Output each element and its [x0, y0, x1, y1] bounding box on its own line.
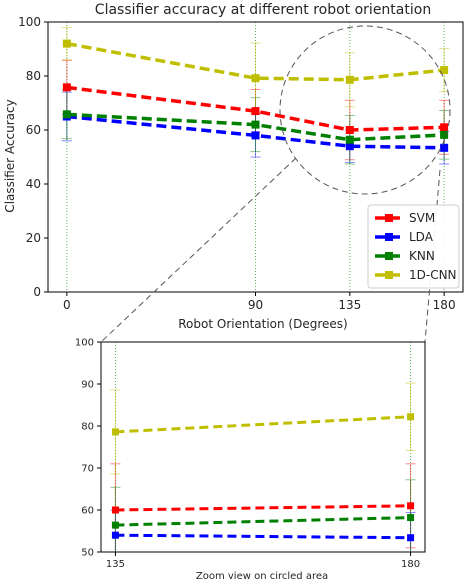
legend-label-lda: LDA: [409, 230, 434, 244]
data-point-lda: [251, 131, 260, 140]
zoom-data-point-knn: [111, 521, 119, 529]
main-chart: 0 90 135 180 0 20 40 60 80 100: [18, 15, 464, 343]
data-point-knn: [251, 120, 260, 129]
zoom-y-tick-label: 60: [81, 506, 94, 517]
zoom-error-bar-knn: [110, 486, 121, 552]
legend-marker-svm: [385, 214, 393, 222]
legend-marker-lda: [385, 233, 393, 241]
zoom-y-tick-label: 100: [75, 338, 94, 349]
zoom-series-line-1d-cnn: [115, 415, 411, 434]
zoom-y-tick-label: 50: [81, 548, 94, 559]
zoom-plot-frame: [100, 341, 426, 553]
series-line-svm: [66, 85, 445, 132]
legend-label-knn: KNN: [409, 249, 435, 263]
legend-marker-1d-cnn: [385, 271, 393, 279]
x-tick-label: 135: [338, 298, 361, 312]
zoom-circle-annotation: [279, 25, 451, 195]
zoom-y-tick-label: 90: [81, 380, 94, 391]
y-tick-label: 100: [18, 15, 41, 29]
zoom-x-tick-label: 135: [106, 559, 125, 570]
series-line-lda: [66, 114, 445, 150]
series-line-knn: [66, 112, 445, 142]
data-point-knn: [345, 135, 354, 144]
y-tick-label: 60: [26, 123, 41, 137]
zoom-data-point-lda: [111, 531, 119, 539]
zoom-data-point-1d-cnn: [407, 413, 415, 421]
y-tick-label: 20: [26, 231, 41, 245]
data-point-lda: [440, 143, 449, 152]
data-point-1d-cnn: [251, 74, 260, 83]
zoom-data-point-svm: [407, 502, 415, 510]
x-tick-label: 90: [248, 298, 263, 312]
data-point-svm: [440, 123, 449, 132]
zoom-data-point-1d-cnn: [111, 428, 119, 436]
data-point-knn: [62, 110, 71, 119]
x-tick-label: 180: [433, 298, 456, 312]
legend-label-svm: SVM: [409, 211, 435, 225]
zoom-data-point-knn: [407, 514, 415, 522]
zoom-x-tick-label: 180: [401, 559, 420, 570]
zoom-y-tick-label: 70: [81, 464, 94, 475]
data-point-lda: [345, 142, 354, 151]
x-tick-label: 0: [63, 298, 71, 312]
data-point-1d-cnn: [345, 75, 354, 84]
y-tick-label: 0: [33, 285, 41, 299]
legend: SVM LDA KNN 1D-CNN: [367, 204, 460, 289]
main-chart-title: Classifier accuracy at different robot o…: [95, 2, 431, 18]
main-x-axis-label: Robot Orientation (Degrees): [178, 317, 347, 331]
zoom-y-tick-label: 80: [81, 422, 94, 433]
legend-label-1d-cnn: 1D-CNN: [409, 268, 457, 282]
legend-box: [367, 204, 460, 289]
data-point-1d-cnn: [62, 39, 71, 48]
y-tick-label: 80: [26, 69, 41, 83]
zoom-series-line-lda: [115, 533, 411, 540]
legend-marker-knn: [385, 252, 393, 260]
zoom-series-line-svm: [115, 504, 411, 512]
y-tick-label: 40: [26, 177, 41, 191]
zoom-connector-line: [100, 157, 297, 343]
zoom-data-point-svm: [111, 506, 119, 514]
data-point-knn: [440, 130, 449, 139]
main-y-axis-label: Classifier Accuracy: [3, 99, 17, 212]
data-point-1d-cnn: [440, 66, 449, 75]
zoom-data-point-lda: [407, 534, 415, 542]
data-point-svm: [62, 83, 71, 92]
zoom-chart-caption: Zoom view on circled area: [196, 571, 328, 582]
series-line-1d-cnn: [66, 41, 445, 82]
zoom-connector-line: [424, 169, 441, 343]
data-point-svm: [251, 107, 260, 116]
zoom-series-line-knn: [115, 516, 411, 527]
data-point-svm: [345, 126, 354, 134]
zoom-chart: 135 180 50 60 70 80 90 100: [75, 338, 426, 570]
